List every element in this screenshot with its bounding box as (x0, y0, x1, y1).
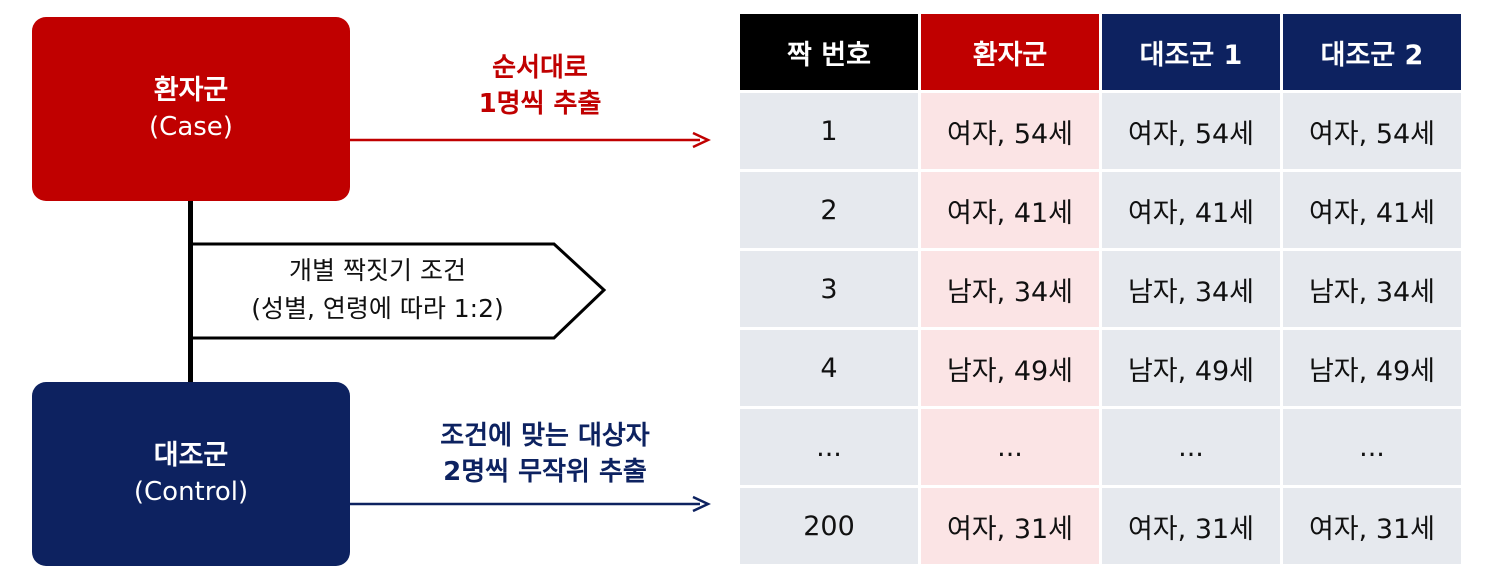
case-cell: ... (921, 409, 1099, 485)
case-cell: 남자, 34세 (921, 251, 1099, 327)
control-2-cell: 여자, 54세 (1283, 93, 1461, 169)
table-row: 200 여자, 31세 여자, 31세 여자, 31세 (740, 488, 1461, 564)
control-1-cell: 여자, 54세 (1102, 93, 1280, 169)
case-group-title: 환자군 (153, 75, 229, 106)
matching-table: 짝 번호 환자군 대조군 1 대조군 2 1 여자, 54세 여자, 54세 여… (737, 11, 1464, 567)
control-group-box: 대조군 (Control) (32, 382, 350, 566)
control-2-cell: 남자, 34세 (1283, 251, 1461, 327)
control-1-cell: ... (1102, 409, 1280, 485)
pair-number-cell: 2 (740, 172, 918, 248)
pair-number-cell: 3 (740, 251, 918, 327)
case-cell: 여자, 54세 (921, 93, 1099, 169)
control-arrow (350, 495, 711, 513)
case-group-subtitle: (Case) (149, 112, 233, 142)
control-arrow-label: 조건에 맞는 대상자 2명씩 무작위 추출 (395, 418, 695, 490)
control-group-subtitle: (Control) (133, 477, 249, 507)
case-cell: 남자, 49세 (921, 330, 1099, 406)
header-case: 환자군 (921, 14, 1099, 90)
control-1-cell: 여자, 41세 (1102, 172, 1280, 248)
pair-number-cell: 200 (740, 488, 918, 564)
matching-condition-line1: 개별 짝짓기 조건 (289, 256, 466, 285)
case-cell: 여자, 41세 (921, 172, 1099, 248)
table-row: 4 남자, 49세 남자, 49세 남자, 49세 (740, 330, 1461, 406)
control-2-cell: 여자, 31세 (1283, 488, 1461, 564)
header-pair-number: 짝 번호 (740, 14, 918, 90)
case-cell: 여자, 31세 (921, 488, 1099, 564)
control-2-cell: ... (1283, 409, 1461, 485)
table-row: 2 여자, 41세 여자, 41세 여자, 41세 (740, 172, 1461, 248)
table-row: ... ... ... ... (740, 409, 1461, 485)
case-arrow (350, 131, 711, 149)
table-row: 1 여자, 54세 여자, 54세 여자, 54세 (740, 93, 1461, 169)
case-arrow-label: 순서대로 1명씩 추출 (430, 50, 650, 122)
control-2-cell: 남자, 49세 (1283, 330, 1461, 406)
control-group-title: 대조군 (153, 440, 229, 471)
case-group-box: 환자군 (Case) (32, 17, 350, 201)
pair-number-cell: 1 (740, 93, 918, 169)
control-arrow-line2: 2명씩 무작위 추출 (443, 457, 647, 487)
matching-condition-label: 개별 짝짓기 조건 (성별, 연령에 따라 1:2) (205, 252, 550, 328)
condition-pentagon-shape (190, 242, 607, 340)
control-2-cell: 여자, 41세 (1283, 172, 1461, 248)
header-control-2: 대조군 2 (1283, 14, 1461, 90)
case-arrow-line1: 순서대로 (492, 53, 588, 83)
case-arrow-line2: 1명씩 추출 (478, 89, 602, 119)
pair-number-cell: 4 (740, 330, 918, 406)
table-header-row: 짝 번호 환자군 대조군 1 대조군 2 (740, 14, 1461, 90)
matching-condition-line2: (성별, 연령에 따라 1:2) (251, 294, 504, 323)
control-1-cell: 남자, 34세 (1102, 251, 1280, 327)
pair-number-cell: ... (740, 409, 918, 485)
control-1-cell: 남자, 49세 (1102, 330, 1280, 406)
header-control-1: 대조군 1 (1102, 14, 1280, 90)
control-arrow-line1: 조건에 맞는 대상자 (440, 421, 650, 451)
table-row: 3 남자, 34세 남자, 34세 남자, 34세 (740, 251, 1461, 327)
control-1-cell: 여자, 31세 (1102, 488, 1280, 564)
